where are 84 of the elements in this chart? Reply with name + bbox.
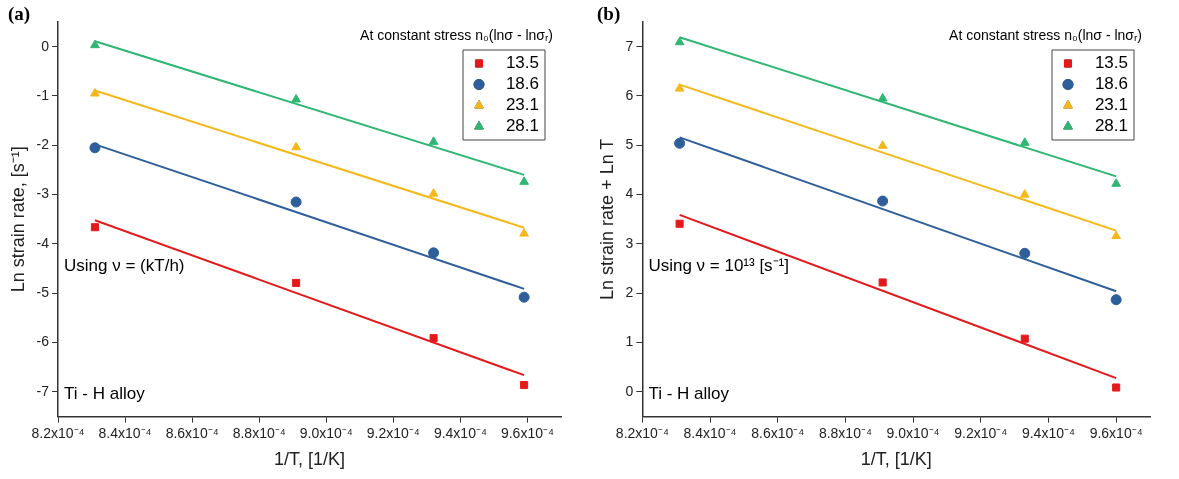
y-axis-title: Ln strain rate + Ln T [596,138,617,300]
x-axis-title: 1/T, [1/K] [860,449,932,470]
legend-label: 18.6 [505,74,539,94]
point [674,83,685,92]
point [90,39,100,49]
point [1020,334,1029,343]
y-tick-label: 4 [625,185,634,202]
y-tick-label: -5 [36,284,50,301]
y-tick-label: 2 [625,284,634,301]
y-tick-label: -2 [36,136,50,153]
point [674,137,686,149]
y-tick-label: -3 [36,185,50,202]
legend-label: 23.1 [1094,95,1128,115]
y-tick-label: -1 [36,86,50,103]
y-tick-label: 5 [625,136,634,153]
x-tick-label: 8.8x10⁻⁴ [232,424,286,441]
x-tick-label: 9.2x10⁻⁴ [954,424,1008,441]
point [520,381,529,390]
point [428,188,439,197]
annotation: Using ν = (kT/h) [64,256,185,276]
point [674,36,685,46]
legend-label: 13.5 [505,53,539,73]
y-tick-label: 0 [41,37,50,54]
point [518,291,530,303]
point [877,92,888,102]
point [1111,178,1121,187]
point [292,278,301,287]
x-tick-label: 9.4x10⁻⁴ [433,424,487,441]
point [290,196,302,208]
point [89,142,101,154]
y-tick-label: 3 [625,234,634,251]
y-tick-label: -7 [36,382,50,399]
x-tick-label: 9.0x10⁻⁴ [886,424,940,441]
point [877,140,888,149]
legend-label: 13.5 [1094,53,1128,73]
point [428,247,440,259]
x-tick-label: 8.4x10⁻⁴ [98,424,152,441]
legend-title: At constant stress n₀(lnσ - lnσᵣ) [949,26,1142,43]
point [429,334,438,343]
y-tick-label: 1 [625,333,634,350]
y-tick-label: 0 [625,382,634,399]
legend-label: 28.1 [1094,116,1128,136]
x-tick-label: 9.4x10⁻⁴ [1021,424,1076,441]
x-tick-label: 8.6x10⁻⁴ [165,424,219,441]
x-tick-label: 9.6x10⁻⁴ [1089,424,1143,441]
point [878,278,887,287]
x-tick-label: 8.4x10⁻⁴ [683,424,737,441]
y-axis-title: Ln strain rate, [s⁻¹] [7,146,28,293]
chart-title: (b) [597,3,621,26]
y-tick-label: -6 [36,333,50,350]
point [519,176,529,185]
point [1111,230,1121,240]
x-tick-label: 9.2x10⁻⁴ [366,424,420,441]
x-tick-label: 9.0x10⁻⁴ [299,424,353,441]
x-axis-title: 1/T, [1/K] [274,449,346,470]
y-tick-label: -4 [36,234,50,251]
legend-title: At constant stress n₀(lnσ - lnσᵣ) [360,26,553,43]
legend-label: 23.1 [505,95,539,115]
x-tick-label: 9.6x10⁻⁴ [500,424,554,441]
point [1019,247,1031,259]
point [1019,189,1030,198]
point [1019,137,1030,146]
y-tick-label: 7 [625,37,634,54]
x-tick-label: 8.2x10⁻⁴ [615,424,669,441]
point [428,136,439,145]
point [519,228,529,237]
legend-label: 18.6 [1094,74,1128,94]
point [90,88,100,97]
x-tick-label: 8.6x10⁻⁴ [751,424,805,441]
point [90,223,99,232]
annotation: Ti - H alloy [64,384,146,404]
point [1112,383,1121,392]
x-tick-label: 8.2x10⁻⁴ [31,424,85,441]
point [877,195,889,207]
point [1110,294,1122,306]
point [291,141,301,151]
point [291,93,301,103]
annotation: Ti - H alloy [648,384,730,404]
annotation: Using ν = 10¹³ [s⁻¹] [648,256,790,276]
x-tick-label: 8.8x10⁻⁴ [818,424,872,441]
point [675,219,684,228]
y-tick-label: 6 [625,86,634,103]
legend-label: 28.1 [505,116,539,136]
chart-title: (a) [8,3,31,26]
